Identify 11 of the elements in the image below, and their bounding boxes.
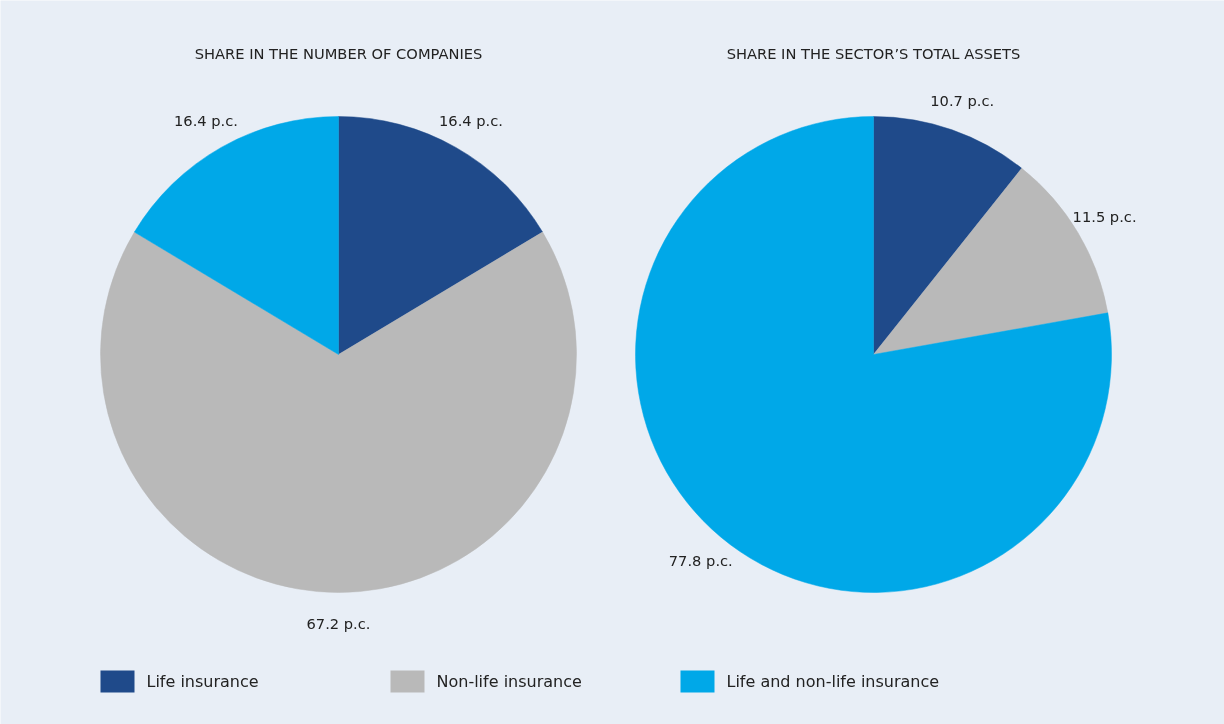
- data-label: 67.2 p.c.: [306, 614, 371, 632]
- legend-label: Life and non-life insurance: [726, 672, 940, 691]
- legend-label: Non-life insurance: [436, 672, 582, 691]
- data-label: 16.4 p.c.: [439, 111, 504, 129]
- data-label: 77.8 p.c.: [668, 552, 733, 570]
- legend-label: Life insurance: [146, 672, 259, 691]
- data-label: 16.4 p.c.: [174, 111, 238, 129]
- data-label: 10.7 p.c.: [930, 92, 995, 110]
- data-label: 11.5 p.c.: [1072, 208, 1137, 226]
- chart-title: SHARE IN THE SECTOR’S TOTAL ASSETS: [726, 45, 1021, 62]
- chart-title: SHARE IN THE NUMBER OF COMPANIES: [194, 45, 483, 62]
